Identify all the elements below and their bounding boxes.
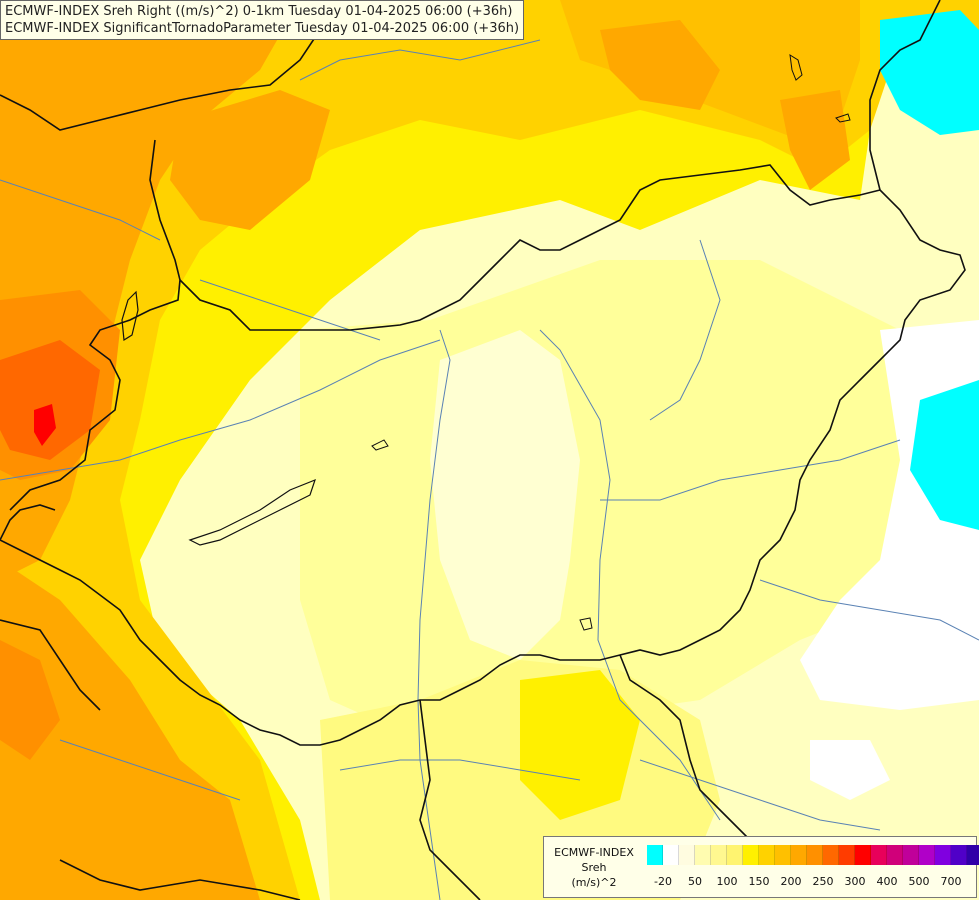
- legend-swatch: [823, 845, 839, 865]
- legend-tick-label: 50: [688, 875, 702, 888]
- legend-tick-label: 150: [748, 875, 770, 888]
- field-white-se: [810, 740, 890, 800]
- legend-tick-labels: -20 50 100 150 200 250 300 400 500 700: [647, 875, 972, 891]
- field-red-w: [0, 340, 100, 460]
- legend-swatch: [711, 845, 727, 865]
- legend-swatch: [663, 845, 679, 865]
- lake-neusiedl: [121, 290, 139, 342]
- legend-swatch: [887, 845, 903, 865]
- map-title-box: ECMWF-INDEX Sreh Right ((m/s)^2) 0-1km T…: [0, 0, 525, 40]
- legend-title-variable: Sreh: [581, 861, 607, 874]
- legend-swatch: [967, 845, 979, 865]
- legend-tick-label: 700: [940, 875, 962, 888]
- legend-swatch: [935, 845, 951, 865]
- legend-swatch: [871, 845, 887, 865]
- legend-swatch: [839, 845, 855, 865]
- legend-swatch: [679, 845, 695, 865]
- legend-swatch: [951, 845, 967, 865]
- legend-tick-label: 250: [812, 875, 834, 888]
- field-cream: [430, 330, 580, 660]
- color-legend: ECMWF-INDEX Sreh (m/s)^2 -20 50 100 150 200 2…: [543, 836, 979, 898]
- field-orange-ne-2: [780, 90, 850, 190]
- field-orange-nw-2: [170, 90, 330, 230]
- legend-swatch: [919, 845, 935, 865]
- legend-tick-label: 400: [876, 875, 898, 888]
- legend-title-units: (m/s)^2: [571, 876, 617, 889]
- field-darkorange-sw: [0, 640, 60, 760]
- legend-tick-label: 500: [908, 875, 930, 888]
- legend-tick-label: 300: [844, 875, 866, 888]
- legend-swatch: [903, 845, 919, 865]
- legend-swatch: [791, 845, 807, 865]
- legend-tick-label: 100: [716, 875, 738, 888]
- legend-title-source: ECMWF-INDEX: [554, 846, 634, 859]
- rivers: [0, 39, 979, 900]
- lake-balaton: [188, 478, 316, 546]
- field-cyan-e: [910, 380, 979, 530]
- field-orange-sw: [0, 560, 260, 900]
- legend-swatch: [759, 845, 775, 865]
- lake-small-4: [579, 617, 593, 631]
- map-title-line2: ECMWF-INDEX SignificantTornadoParameter …: [5, 21, 520, 36]
- legend-swatch: [855, 845, 871, 865]
- field-bright-red: [34, 404, 56, 446]
- legend-title: ECMWF-INDEX Sreh (m/s)^2: [548, 845, 640, 890]
- legend-swatch: [727, 845, 743, 865]
- legend-swatch: [743, 845, 759, 865]
- legend-tick-label: 200: [780, 875, 802, 888]
- lake-small-1: [371, 439, 389, 451]
- legend-swatch: [695, 845, 711, 865]
- legend-swatch: [647, 845, 663, 865]
- legend-color-bar: [647, 845, 979, 865]
- field-south-patch: [520, 670, 640, 820]
- legend-tick-label: -20: [654, 875, 672, 888]
- lake-small-2: [789, 54, 803, 81]
- legend-swatch: [775, 845, 791, 865]
- field-orange-ne-inner: [600, 20, 720, 110]
- legend-swatch: [807, 845, 823, 865]
- map-title-line1: ECMWF-INDEX Sreh Right ((m/s)^2) 0-1km T…: [5, 4, 513, 19]
- lake-small-3: [835, 113, 851, 123]
- field-cyan-ne: [880, 10, 979, 135]
